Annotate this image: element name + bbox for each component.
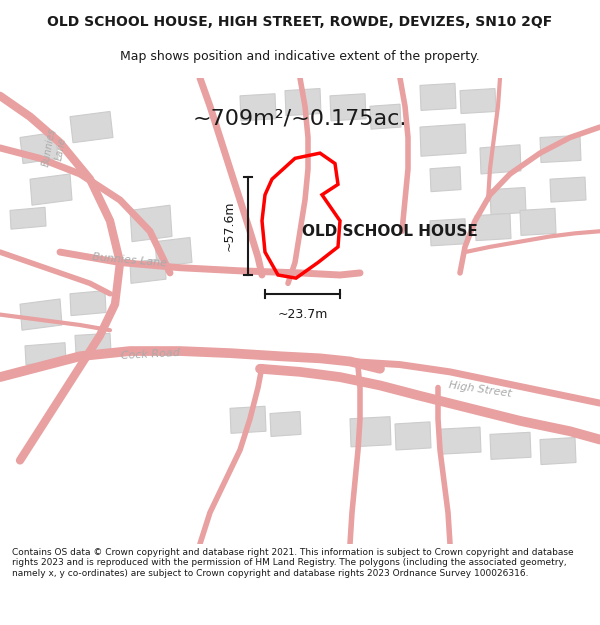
Text: OLD SCHOOL HOUSE, HIGH STREET, ROWDE, DEVIZES, SN10 2QF: OLD SCHOOL HOUSE, HIGH STREET, ROWDE, DE… [47,15,553,29]
Polygon shape [490,432,531,459]
Polygon shape [520,208,556,236]
Polygon shape [540,136,581,162]
Polygon shape [475,214,511,241]
Polygon shape [370,104,401,129]
Text: Map shows position and indicative extent of the property.: Map shows position and indicative extent… [120,50,480,62]
Polygon shape [130,205,172,242]
Polygon shape [350,417,391,447]
Polygon shape [70,111,113,142]
Polygon shape [155,238,192,267]
Polygon shape [480,145,521,174]
Polygon shape [285,89,321,116]
Polygon shape [70,291,106,316]
Polygon shape [540,438,576,464]
Text: Cock Road: Cock Road [120,348,180,361]
Polygon shape [270,411,301,436]
Text: High Street: High Street [448,380,512,399]
Text: Contains OS data © Crown copyright and database right 2021. This information is : Contains OS data © Crown copyright and d… [12,548,574,578]
Polygon shape [230,406,266,433]
Text: ~23.7m: ~23.7m [277,308,328,321]
Polygon shape [440,427,481,454]
Polygon shape [10,208,46,229]
Polygon shape [420,124,466,156]
Text: ~709m²/~0.175ac.: ~709m²/~0.175ac. [193,109,407,129]
Polygon shape [20,132,58,164]
Polygon shape [460,89,496,114]
Polygon shape [420,83,456,111]
Polygon shape [395,422,431,450]
Polygon shape [240,94,276,121]
Polygon shape [130,258,166,283]
Text: ~57.6m: ~57.6m [223,201,236,251]
Polygon shape [30,174,72,205]
Polygon shape [490,188,526,214]
Polygon shape [430,167,461,192]
Text: OLD SCHOOL HOUSE: OLD SCHOOL HOUSE [302,224,478,239]
Text: Bunnies Lane: Bunnies Lane [92,252,168,269]
Polygon shape [20,299,62,330]
Polygon shape [430,219,466,246]
Polygon shape [550,177,586,202]
Polygon shape [330,94,366,121]
Polygon shape [75,333,111,353]
Polygon shape [25,342,66,364]
Text: Bunnies
Lane: Bunnies Lane [41,127,69,169]
